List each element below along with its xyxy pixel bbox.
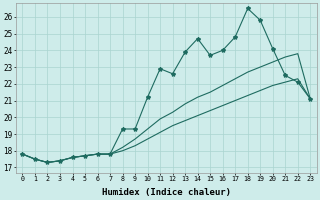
X-axis label: Humidex (Indice chaleur): Humidex (Indice chaleur) [102,188,231,197]
